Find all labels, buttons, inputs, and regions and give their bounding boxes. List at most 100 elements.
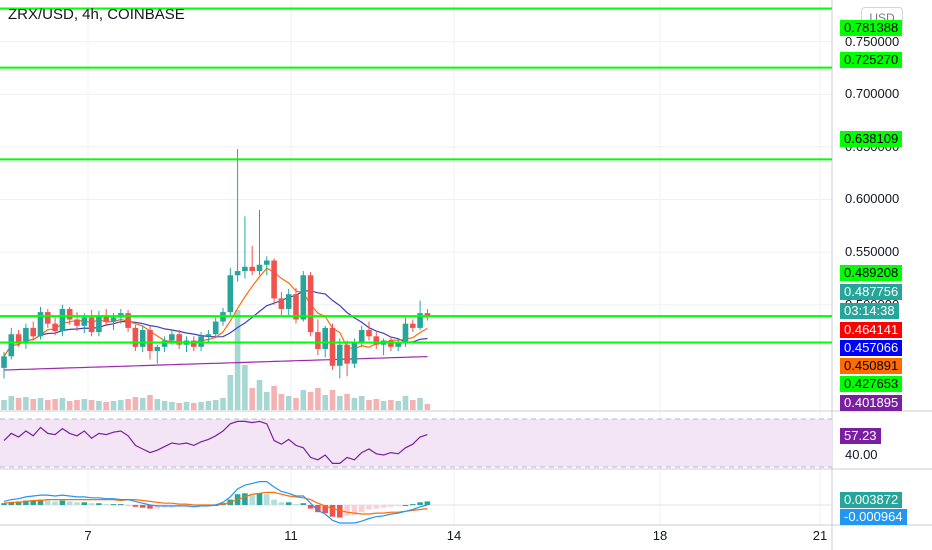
price-tick-label: 0.600000 [845, 191, 900, 207]
macd-hist-bar [139, 505, 146, 508]
macd-hist-bar [410, 504, 416, 506]
macd-hist-bar [81, 502, 88, 505]
price-tag: 0.725270 [840, 52, 903, 68]
candle-body [329, 327, 336, 366]
volume-bar [8, 396, 15, 410]
volume-bar [358, 396, 365, 410]
candle-body [278, 298, 285, 309]
candle-body [388, 340, 394, 347]
candle-body [88, 317, 95, 333]
volume-bar [198, 402, 204, 410]
macd-hist-bar [395, 505, 401, 506]
macd-hist-bar [103, 504, 109, 506]
candle-body [256, 264, 263, 272]
candle-body [212, 321, 219, 335]
candle-body [125, 313, 131, 328]
candle-body [74, 319, 80, 326]
candle-body [147, 330, 153, 352]
volume-bar [322, 395, 328, 410]
macd-hist-bar [300, 503, 307, 505]
macd-hist-bar [15, 501, 22, 505]
candle-body [52, 323, 58, 332]
volume-bar [74, 400, 80, 410]
macd-hist-bar [424, 501, 431, 505]
macd-hist-bar [366, 505, 372, 510]
volume-bar [417, 398, 423, 410]
candle-body [242, 266, 248, 272]
macd-hist-bar [191, 505, 197, 507]
candle-body [417, 313, 423, 328]
volume-bar [271, 386, 277, 410]
macd-hist-bar [88, 503, 95, 505]
volume-bar [183, 402, 190, 410]
volume-bar [147, 395, 153, 410]
candle-body [424, 313, 431, 317]
candle-body [59, 308, 66, 332]
macd-hist-bar [337, 505, 343, 518]
rsi-value-tag: 57.23 [840, 428, 881, 444]
macd-hist-bar [242, 493, 248, 505]
candle-body [337, 344, 343, 366]
volume-bar [176, 403, 182, 410]
macd-hist-bar [278, 502, 285, 505]
candle-body [307, 275, 314, 333]
signal-value-tag: -0.000964 [840, 509, 907, 525]
volume-bar [307, 392, 314, 410]
volume-bar [161, 401, 168, 410]
candle-body [358, 330, 365, 343]
candle-body [37, 312, 44, 337]
macd-line [3, 481, 428, 524]
volume-bar [45, 400, 51, 410]
price-tag: 0.401895 [840, 395, 903, 411]
macd-hist-bar [256, 493, 263, 505]
volume-bar [337, 396, 343, 410]
price-tag: 0.487756 [840, 284, 903, 300]
volume-bar [227, 375, 234, 410]
candle-body [96, 315, 102, 333]
volume-bar [66, 401, 73, 410]
volume-bar [424, 404, 431, 410]
volume-bar [96, 401, 102, 410]
macd-hist-bar [249, 494, 255, 505]
volume-bar [15, 398, 22, 410]
volume-bar [402, 396, 409, 410]
macd-hist-bar [351, 505, 358, 515]
macd-hist-bar [271, 499, 277, 505]
volume-bar [380, 401, 387, 410]
candle-body [373, 336, 380, 345]
volume-bar [388, 400, 394, 410]
candle-body [8, 334, 15, 357]
macd-hist-bar [417, 502, 423, 505]
macd-hist-bar [37, 499, 44, 505]
macd-hist-bar [358, 505, 365, 513]
price-tag: 0.638109 [840, 131, 903, 147]
volume-bar [23, 397, 29, 410]
volume-bar [212, 400, 219, 410]
volume-bar [285, 396, 292, 410]
macd-hist-bar [329, 505, 336, 517]
volume-bar [110, 401, 117, 410]
candle-body [351, 342, 358, 364]
macd-hist-bar [373, 505, 380, 509]
volume-bar [220, 398, 226, 410]
volume-bar [293, 398, 299, 410]
macd-hist-bar [45, 500, 51, 505]
candle-body [402, 323, 409, 343]
candle-body [227, 275, 234, 313]
price-tick-label: 0.750000 [845, 33, 900, 49]
volume-bar [344, 394, 350, 410]
macd-hist-bar [264, 494, 270, 505]
symbol-title: ZRX/USD, 4h, COINBASE [8, 6, 185, 23]
price-tag: 0.489208 [840, 265, 903, 281]
price-tick-label: 0.550000 [845, 244, 900, 260]
candle-body [132, 327, 139, 347]
volume-bar [410, 400, 416, 410]
macd-hist-bar [388, 505, 394, 507]
candle-body [315, 332, 321, 349]
candle-body [15, 334, 22, 344]
volume-bar [1, 400, 7, 410]
macd-hist-bar [23, 500, 29, 505]
candle-body [169, 334, 175, 341]
time-tick-label: 11 [284, 528, 298, 543]
